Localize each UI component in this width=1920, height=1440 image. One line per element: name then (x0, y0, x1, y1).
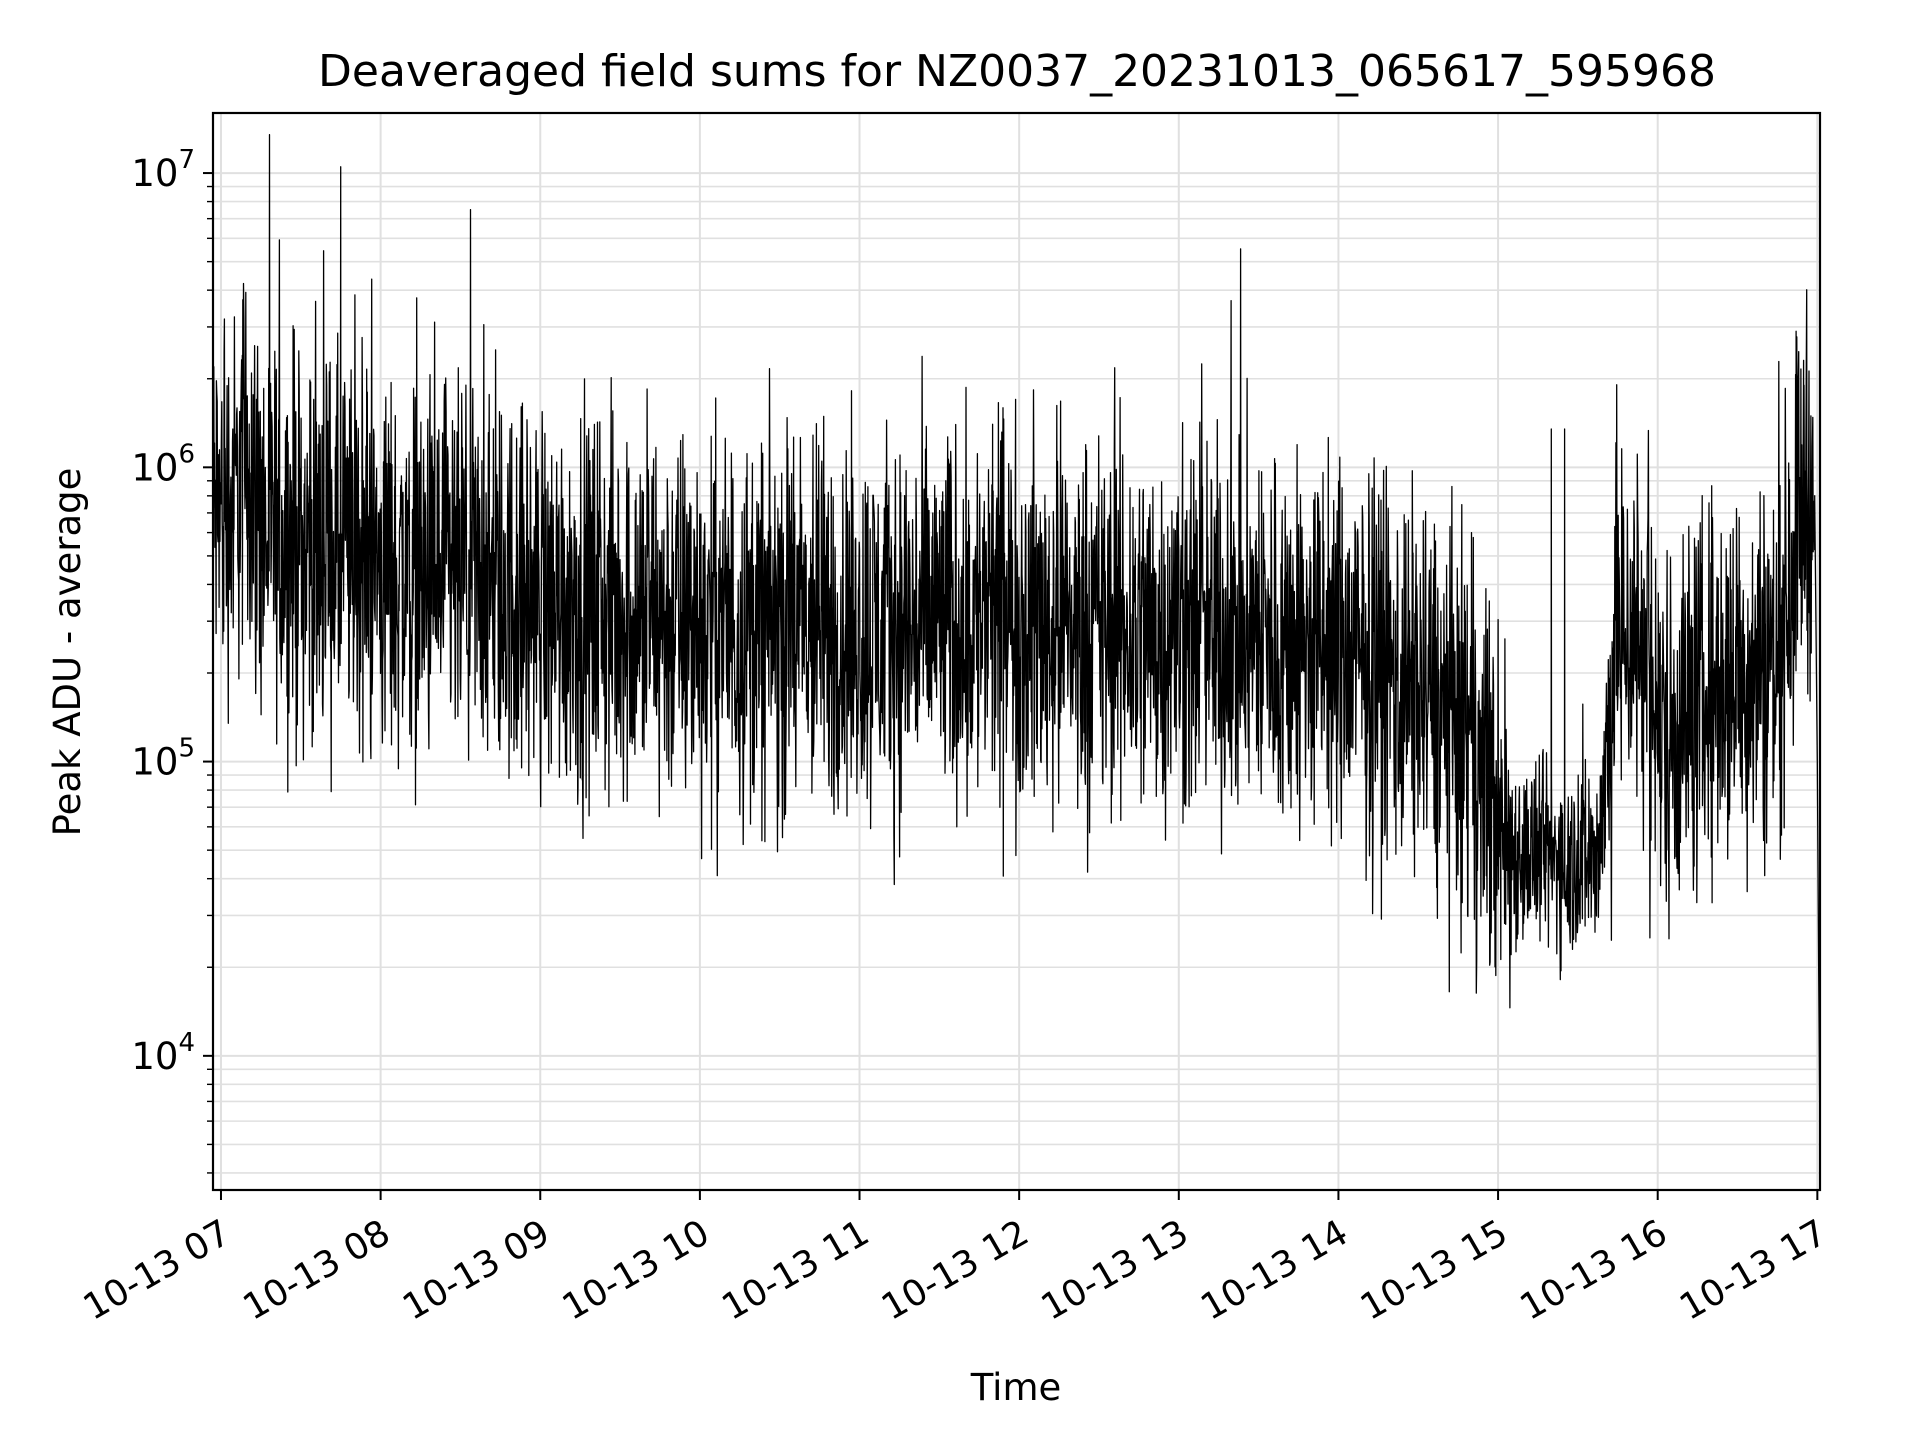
y-tick-label: 104 (131, 1028, 195, 1078)
y-tick-label: 106 (131, 439, 195, 489)
data-series (212, 134, 1821, 1150)
series-line (212, 134, 1821, 1150)
x-tick-label: 10-13 13 (1035, 1212, 1196, 1328)
chart-title: Deaveraged field sums for NZ0037_2023101… (318, 46, 1716, 97)
x-tick-label: 10-13 14 (1194, 1212, 1355, 1328)
x-tick-label: 10-13 07 (77, 1212, 238, 1328)
y-tick-label: 105 (131, 734, 195, 784)
plot-frame (211, 111, 1822, 1192)
x-tick-label: 10-13 09 (396, 1212, 557, 1328)
x-tick-label: 10-13 17 (1673, 1212, 1834, 1328)
x-tick-label: 10-13 16 (1514, 1212, 1675, 1328)
x-tick-label: 10-13 12 (875, 1212, 1036, 1328)
y-tick-label: 107 (131, 145, 195, 195)
y-axis-label: Peak ADU - average (46, 468, 89, 837)
x-tick-label: 10-13 10 (556, 1212, 717, 1328)
x-tick-label: 10-13 08 (236, 1212, 397, 1328)
y-axis-ticks: 104 105 106 107 (131, 145, 213, 1174)
x-axis-label: Time (970, 1366, 1062, 1409)
x-tick-label: 10-13 15 (1354, 1212, 1515, 1328)
x-tick-label: 10-13 11 (715, 1212, 876, 1328)
